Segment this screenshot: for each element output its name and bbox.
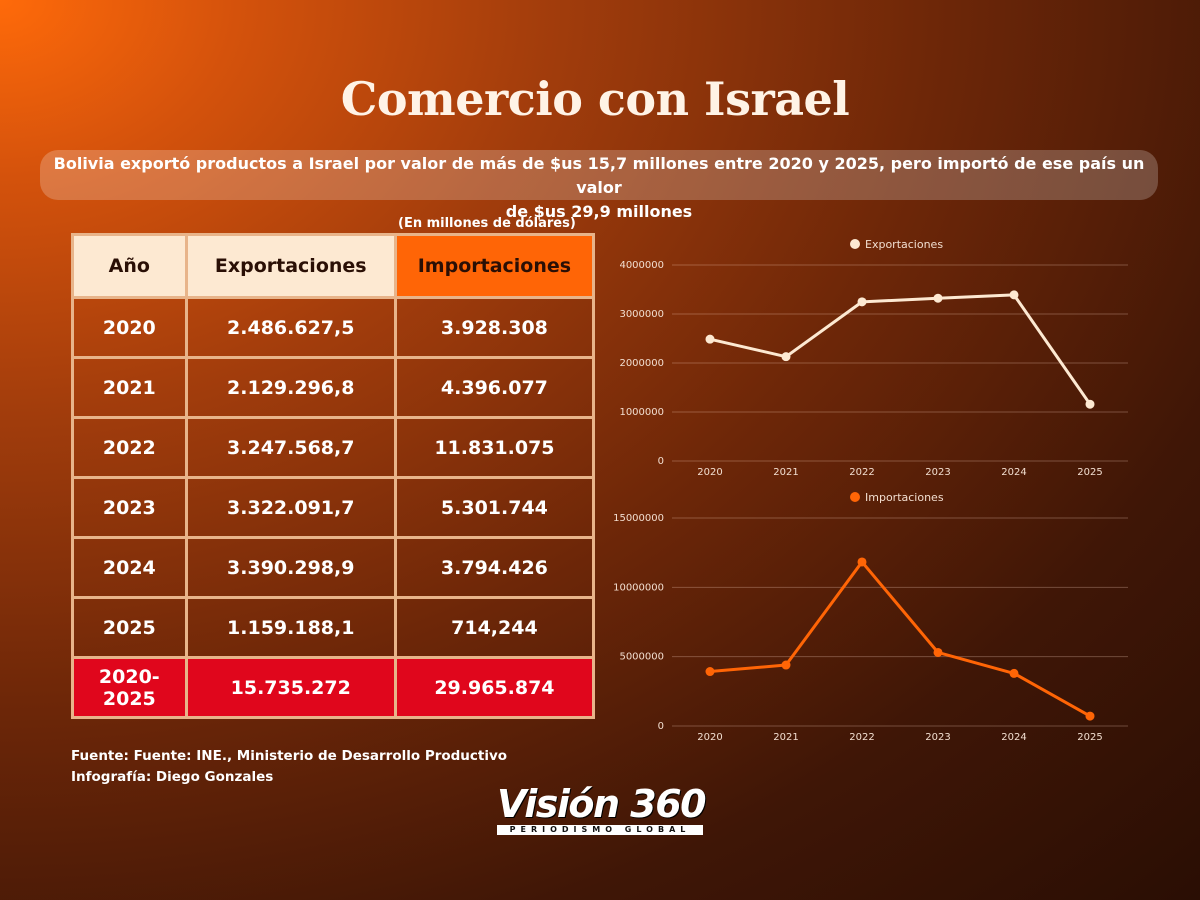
cell-year: 2022: [71, 416, 188, 479]
imports-legend-label: Importaciones: [865, 491, 944, 504]
table-row: 2021 2.129.296,8 4.396.077: [71, 356, 596, 419]
imports-xtick-label: 2025: [1077, 732, 1102, 743]
table-row: 2020 2.486.627,5 3.928.308: [71, 296, 596, 359]
exports-xtick-label: 2025: [1077, 467, 1102, 478]
trade-table: Año Exportaciones Importaciones 2020 2.4…: [71, 233, 596, 719]
exports-xtick-label: 2023: [925, 467, 950, 478]
imports-ytick-label: 5000000: [619, 652, 664, 663]
cell-year: 2023: [71, 476, 188, 539]
header-year: Año: [71, 233, 188, 299]
subtitle-line-1: Bolivia exportó productos a Israel por v…: [53, 154, 1145, 197]
cell-imports: 4.396.077: [393, 356, 596, 419]
imports-xtick-label: 2024: [1001, 732, 1026, 743]
page-title: Comercio con Israel: [340, 72, 850, 126]
imports-ytick-label: 15000000: [613, 513, 664, 524]
imports-data-point: [1085, 711, 1095, 721]
cell-total-exports: 15.735.272: [184, 656, 397, 719]
cell-total-imports: 29.965.874: [393, 656, 596, 719]
table-row: 2023 3.322.091,7 5.301.744: [71, 476, 596, 539]
exports-xtick-label: 2022: [849, 467, 874, 478]
source-note: Fuente: Fuente: INE., Ministerio de Desa…: [71, 746, 507, 788]
imports-xtick-label: 2020: [697, 732, 722, 743]
cell-imports: 3.794.426: [393, 536, 596, 599]
imports-xtick-label: 2023: [925, 732, 950, 743]
source-line: Fuente: Fuente: INE., Ministerio de Desa…: [71, 748, 508, 764]
table-row: 2025 1.159.188,1 714,244: [71, 596, 596, 659]
cell-year: 2024: [71, 536, 188, 599]
imports-ytick-label: 0: [658, 721, 664, 732]
cell-exports: 3.247.568,7: [184, 416, 397, 479]
imports-xtick-label: 2021: [773, 732, 798, 743]
cell-exports: 1.159.188,1: [184, 596, 397, 659]
vision360-logo: Visión 360 PERIODISMO GLOBAL: [497, 782, 707, 838]
cell-imports: 11.831.075: [393, 416, 596, 479]
cell-exports: 3.390.298,9: [184, 536, 397, 599]
imports-ytick-label: 10000000: [613, 582, 664, 593]
exports-ytick-label: 3000000: [619, 309, 664, 320]
cell-total-period: 2020-2025: [71, 656, 188, 719]
exports-data-point: [1085, 399, 1095, 409]
header-imports: Importaciones: [393, 233, 596, 299]
table-row: 2024 3.390.298,9 3.794.426: [71, 536, 596, 599]
units-note: (En millones de dólares): [398, 216, 576, 231]
exports-legend-marker: [850, 239, 860, 249]
imports-data-point: [857, 557, 867, 567]
table-row: 2022 3.247.568,7 11.831.075: [71, 416, 596, 479]
exports-data-point: [705, 334, 715, 344]
cell-year: 2021: [71, 356, 188, 419]
imports-series-line: [709, 560, 1091, 718]
exports-ytick-label: 2000000: [619, 358, 664, 369]
exports-ytick-label: 0: [658, 456, 664, 467]
exports-xtick-label: 2024: [1001, 467, 1026, 478]
logo-wordmark: Visión 360: [497, 782, 707, 826]
imports-data-point: [1009, 668, 1019, 678]
cell-exports: 3.322.091,7: [184, 476, 397, 539]
imports-legend-marker: [850, 492, 860, 502]
exports-xtick-label: 2021: [773, 467, 798, 478]
subtitle-banner: Bolivia exportó productos a Israel por v…: [40, 150, 1158, 221]
cell-year: 2025: [71, 596, 188, 659]
exports-data-point: [781, 352, 791, 362]
imports-data-point: [933, 647, 943, 657]
subtitle-line-2: de $us 29,9 millones: [505, 202, 693, 221]
exports-series-line: [709, 293, 1092, 406]
exports-data-point: [857, 297, 867, 307]
imports-xtick-label: 2022: [849, 732, 874, 743]
table-header-row: Año Exportaciones Importaciones: [71, 233, 596, 299]
cell-exports: 2.486.627,5: [184, 296, 397, 359]
header-exports: Exportaciones: [184, 233, 397, 299]
imports-data-point: [705, 667, 715, 677]
cell-imports: 5.301.744: [393, 476, 596, 539]
table-total-row: 2020-2025 15.735.272 29.965.874: [71, 656, 596, 719]
credit-line: Infografía: Diego Gonzales: [71, 769, 274, 785]
exports-ytick-label: 1000000: [619, 407, 664, 418]
logo-tagline: PERIODISMO GLOBAL: [497, 825, 703, 835]
cell-exports: 2.129.296,8: [184, 356, 397, 419]
cell-year: 2020: [71, 296, 188, 359]
exports-legend-label: Exportaciones: [865, 238, 943, 251]
exports-data-point: [933, 293, 943, 303]
imports-data-point: [781, 660, 791, 670]
cell-imports: 3.928.308: [393, 296, 596, 359]
exports-xtick-label: 2020: [697, 467, 722, 478]
exports-ytick-label: 4000000: [619, 260, 664, 271]
exports-data-point: [1009, 290, 1019, 300]
cell-imports: 714,244: [393, 596, 596, 659]
